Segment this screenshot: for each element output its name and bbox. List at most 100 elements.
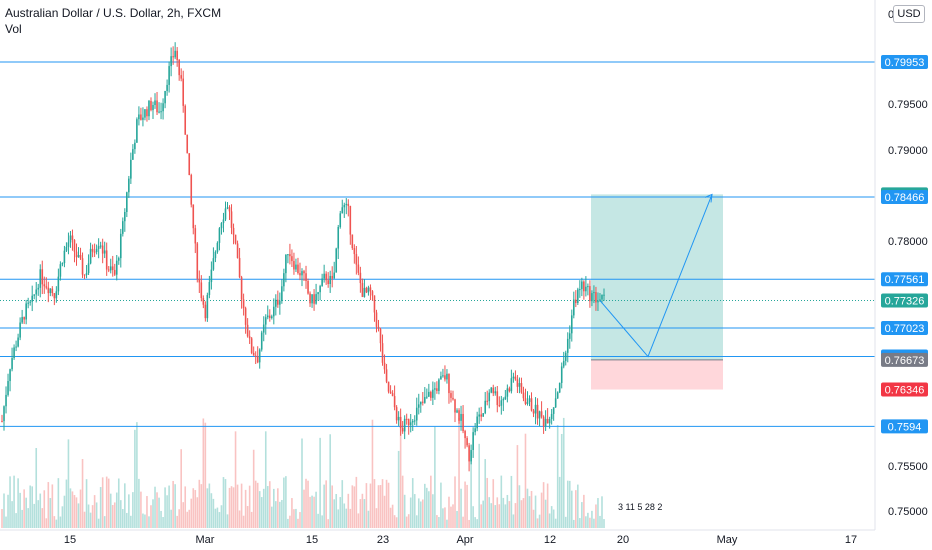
volume-bar bbox=[71, 491, 74, 528]
volume-bar bbox=[146, 496, 148, 528]
candle-body bbox=[530, 398, 533, 411]
volume-bar bbox=[339, 497, 342, 528]
volume-bar bbox=[21, 509, 23, 528]
volume-bar bbox=[260, 497, 263, 528]
volume-indicator-label[interactable]: Vol bbox=[5, 22, 22, 36]
candle-body bbox=[436, 388, 438, 392]
candle-body bbox=[516, 379, 519, 387]
candle-body bbox=[560, 366, 563, 383]
volume-bar bbox=[579, 518, 581, 528]
candle-body bbox=[341, 207, 344, 214]
volume-bar bbox=[27, 508, 29, 528]
candle-body bbox=[444, 375, 446, 380]
candle-body bbox=[538, 411, 541, 419]
volume-bar bbox=[331, 485, 333, 528]
candle-body bbox=[17, 337, 19, 347]
volume-bar bbox=[526, 488, 529, 528]
volume-bar bbox=[363, 499, 366, 528]
volume-bar bbox=[240, 483, 243, 528]
volume-bar bbox=[552, 509, 555, 528]
candle-body bbox=[534, 404, 537, 414]
volume-bar bbox=[506, 494, 509, 528]
volume-bar bbox=[202, 418, 205, 528]
candle-body bbox=[315, 294, 317, 304]
time-axis-label: 12 bbox=[544, 534, 556, 546]
candle-body bbox=[152, 105, 154, 111]
volume-bar bbox=[226, 514, 229, 528]
candle-body bbox=[413, 420, 416, 422]
volume-bar bbox=[138, 478, 140, 528]
candle-body bbox=[226, 207, 229, 209]
candle-body bbox=[498, 405, 501, 407]
volume-bar bbox=[305, 478, 307, 528]
candle-body bbox=[148, 100, 150, 117]
volume-bar bbox=[9, 476, 11, 528]
time-axis-label: 23 bbox=[377, 534, 389, 546]
candle-body bbox=[430, 391, 432, 398]
candle-body bbox=[546, 418, 549, 424]
candle-body bbox=[550, 413, 553, 420]
candle-body bbox=[254, 355, 257, 357]
currency-button[interactable]: USD bbox=[893, 5, 925, 23]
volume-bar bbox=[309, 496, 311, 528]
volume-bar bbox=[345, 508, 348, 528]
candle-body bbox=[268, 315, 271, 319]
candle-body bbox=[7, 381, 9, 395]
candle-body bbox=[158, 111, 160, 113]
candle-body bbox=[353, 248, 356, 255]
candle-body bbox=[273, 306, 275, 317]
candle-body bbox=[111, 266, 114, 271]
volume-bar bbox=[228, 487, 231, 528]
volume-bar bbox=[301, 438, 303, 528]
volume-bar bbox=[182, 502, 185, 528]
volume-bar bbox=[319, 437, 321, 528]
candle-body bbox=[49, 288, 52, 294]
price-tag bbox=[881, 293, 928, 308]
candle-body bbox=[124, 211, 126, 222]
candle-body bbox=[391, 393, 394, 397]
candle-body bbox=[57, 276, 60, 292]
volume-bar bbox=[333, 499, 336, 528]
volume-bar bbox=[458, 417, 460, 528]
candle-body bbox=[198, 278, 201, 283]
volume-bar bbox=[283, 477, 285, 528]
candle-body bbox=[371, 291, 374, 296]
candle-body bbox=[283, 273, 285, 287]
volume-bar bbox=[156, 492, 158, 528]
volume-bar bbox=[393, 515, 396, 528]
volume-bar bbox=[75, 497, 78, 528]
volume-bar bbox=[293, 509, 295, 528]
price-axis-label: 0.79500 bbox=[888, 99, 928, 111]
volume-bar bbox=[142, 513, 144, 528]
volume-bar bbox=[172, 480, 174, 528]
candle-body bbox=[236, 243, 239, 258]
candle-body bbox=[375, 312, 378, 327]
candles bbox=[1, 42, 605, 472]
candle-body bbox=[393, 396, 396, 408]
volume-bar bbox=[89, 512, 92, 528]
volume-bar bbox=[540, 492, 543, 528]
candle-body bbox=[383, 362, 386, 370]
candle-body bbox=[518, 383, 521, 387]
candle-body bbox=[228, 207, 231, 212]
candle-body bbox=[222, 219, 225, 224]
volume-bar bbox=[311, 495, 313, 528]
candle-body bbox=[256, 356, 259, 363]
candle-body bbox=[411, 420, 414, 423]
volume-bar bbox=[246, 506, 249, 528]
candle-body bbox=[458, 410, 460, 421]
candle-body bbox=[522, 392, 525, 399]
volume-bar bbox=[450, 506, 452, 528]
volume-bar bbox=[556, 425, 559, 528]
candle-body bbox=[75, 251, 78, 258]
volume-bar bbox=[126, 512, 128, 528]
volume-bar bbox=[150, 505, 152, 528]
volume-bar bbox=[83, 511, 86, 528]
candle-body bbox=[291, 256, 293, 262]
candle-body bbox=[250, 338, 253, 353]
volume-bar bbox=[351, 485, 354, 528]
volume-bar bbox=[494, 505, 497, 528]
candle-body bbox=[448, 373, 450, 394]
candle-body bbox=[230, 211, 233, 228]
